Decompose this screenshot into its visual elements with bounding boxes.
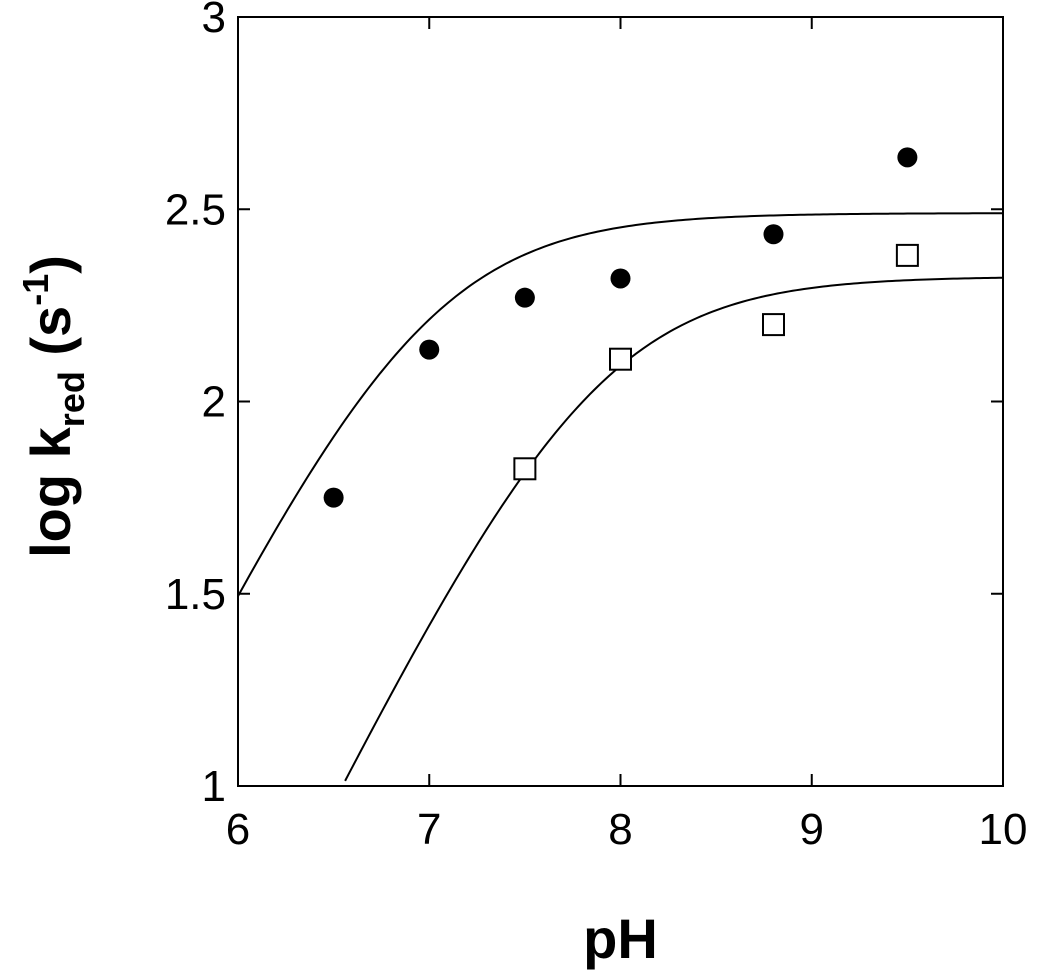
x-tick-label: 8 (608, 805, 632, 854)
fit-curves (237, 212, 1004, 782)
fit-curve-2 (344, 276, 1004, 782)
y-axis-title: log kred (s-1) (15, 255, 92, 558)
data-point-square (513, 457, 537, 481)
data-point-square (762, 313, 785, 337)
y-tick-label: 2 (202, 378, 226, 427)
tick-labels: 6 7 8 9 10 1 1.5 2 2.5 3 (165, 0, 1028, 854)
x-tick-label: 9 (800, 805, 824, 854)
y-tick-label: 1 (202, 762, 226, 811)
data-point-square (609, 347, 632, 371)
axis-ticks (238, 16, 1003, 786)
x-tick-label: 6 (226, 805, 250, 854)
x-axis-title: pH (583, 907, 658, 970)
y-axis-title-unit-open: (s (19, 306, 82, 371)
data-point-circle (323, 487, 344, 508)
y-axis-title-base: log k (19, 426, 82, 558)
fit-curve-1 (237, 212, 1004, 597)
data-point-circle (514, 287, 535, 308)
plot-frame (237, 16, 1004, 787)
y-tick-label: 3 (202, 0, 226, 42)
data-point-circle (419, 339, 440, 360)
y-tick-label: 1.5 (165, 570, 226, 619)
y-axis-title-unit-close: ) (19, 255, 82, 274)
data-point-circle (897, 147, 918, 168)
data-point-square (895, 243, 919, 267)
y-axis-title-superscript: -1 (15, 274, 56, 306)
y-axis-title-subscript: red (51, 371, 92, 427)
x-tick-label: 10 (979, 805, 1028, 854)
data-point-circle (763, 224, 784, 245)
data-points (323, 147, 919, 508)
y-tick-label: 2.5 (165, 185, 226, 234)
x-tick-label: 7 (417, 805, 441, 854)
data-point-circle (610, 268, 631, 289)
